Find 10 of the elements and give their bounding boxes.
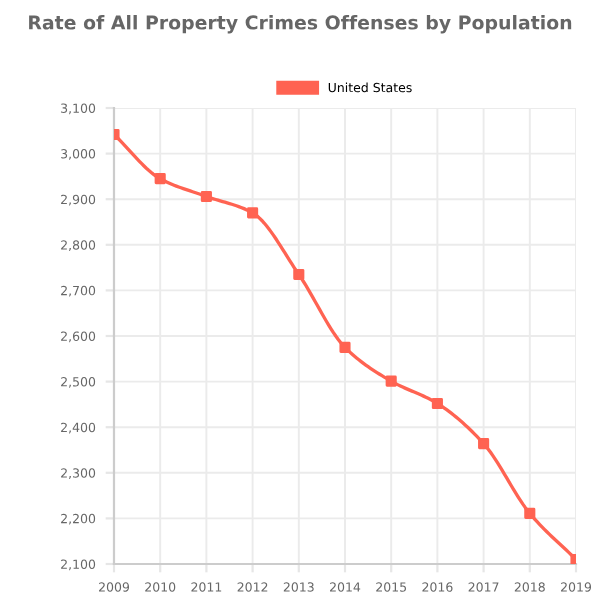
chart-title: Rate of All Property Crimes Offenses by Population [29, 15, 572, 34]
point [154, 173, 166, 185]
point [385, 375, 397, 387]
point [478, 438, 490, 450]
point [293, 268, 305, 280]
point [339, 341, 351, 353]
point [431, 397, 443, 410]
point [200, 190, 212, 203]
point [524, 507, 536, 519]
point [247, 207, 259, 219]
